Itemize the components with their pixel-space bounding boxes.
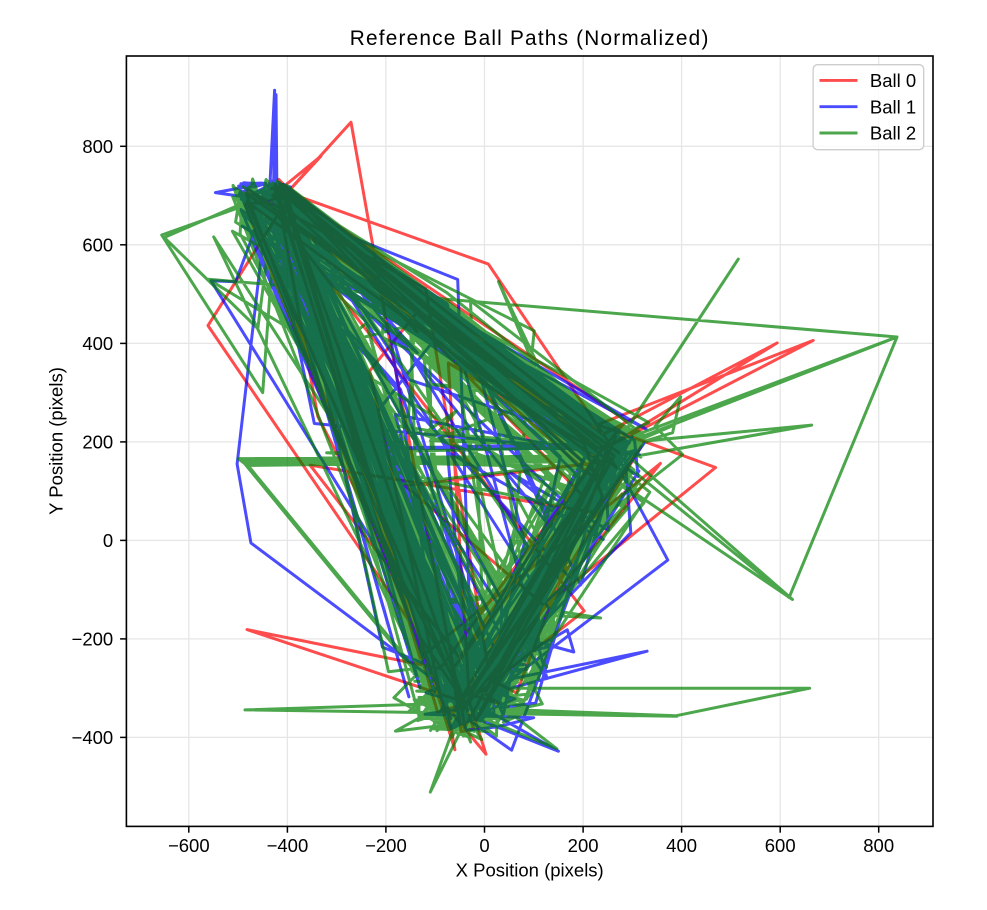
svg-text:−200: −200 (72, 629, 114, 650)
svg-text:800: 800 (82, 136, 113, 157)
svg-text:0: 0 (103, 530, 113, 551)
svg-text:200: 200 (568, 835, 599, 856)
svg-text:−200: −200 (365, 835, 407, 856)
svg-text:0: 0 (479, 835, 489, 856)
svg-text:400: 400 (666, 835, 697, 856)
svg-text:−600: −600 (168, 835, 210, 856)
svg-text:X Position (pixels): X Position (pixels) (456, 860, 604, 881)
svg-text:Y Position (pixels): Y Position (pixels) (46, 367, 67, 515)
svg-text:Ball 2: Ball 2 (870, 123, 916, 144)
svg-text:Ball 0: Ball 0 (870, 70, 916, 91)
svg-text:400: 400 (82, 333, 113, 354)
svg-text:800: 800 (863, 835, 894, 856)
svg-text:−400: −400 (267, 835, 309, 856)
svg-text:200: 200 (82, 432, 113, 453)
svg-text:Reference Ball Paths (Normaliz: Reference Ball Paths (Normalized) (350, 27, 710, 50)
svg-text:600: 600 (765, 835, 796, 856)
svg-text:−400: −400 (72, 727, 114, 748)
svg-text:600: 600 (82, 234, 113, 255)
svg-text:Ball 1: Ball 1 (870, 96, 916, 117)
